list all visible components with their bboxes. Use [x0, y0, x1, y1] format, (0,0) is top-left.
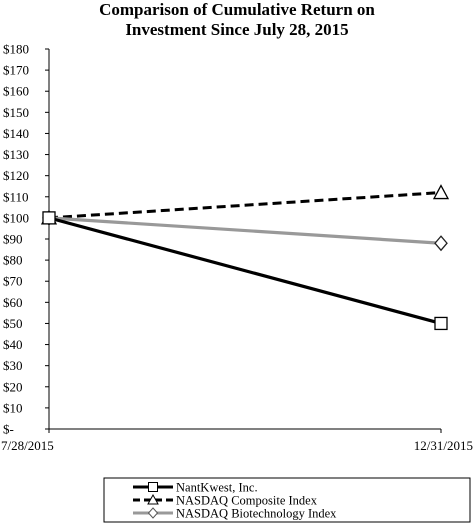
legend-marker: [147, 493, 159, 505]
chart-title-line-1: Comparison of Cumulative Return on: [99, 0, 375, 19]
y-tick-label: $30: [3, 358, 23, 373]
y-axis-ticks: $- $10 $20 $30 $40 $50 $60 $70 $80 $90 $100 $110 $12…: [3, 42, 49, 437]
y-tick-label: $70: [3, 274, 23, 289]
legend-item-nasdaq-biotechnology-index: NASDAQ Biotechnology Index: [133, 507, 337, 521]
y-tick-label: $170: [3, 63, 29, 78]
y-tick-label: $120: [3, 168, 29, 183]
legend-box: [103, 477, 471, 523]
data-point-marker: [42, 211, 56, 225]
y-tick-label: $150: [3, 105, 29, 120]
series-line: [48, 191, 442, 220]
series-nantkwest-inc: [42, 211, 448, 331]
y-tick-label: $160: [3, 84, 29, 99]
y-tick-label: $140: [3, 126, 29, 141]
series-group: [40, 184, 450, 331]
chart-title: Comparison of Cumulative Return on Inves…: [0, 0, 474, 40]
y-tick-label: $110: [3, 189, 29, 204]
series-nasdaq-composite-index: [40, 184, 450, 225]
legend-label: NASDAQ Biotechnology Index: [176, 507, 337, 521]
y-tick-label: $-: [3, 422, 14, 437]
y-tick-label: $60: [3, 295, 23, 310]
legend-item-nantkwest-inc: NantKwest, Inc.: [133, 481, 258, 495]
data-point-marker: [434, 235, 448, 252]
y-tick-label: $180: [3, 42, 29, 57]
legend-label: NASDAQ Composite Index: [176, 494, 318, 508]
legend-marker: [147, 507, 159, 519]
legend-marker: [148, 482, 158, 492]
legend: NantKwest, Inc.NASDAQ Composite IndexNAS…: [103, 477, 471, 523]
y-tick-label: $50: [3, 316, 23, 331]
x-tick-label: 7/28/2015: [1, 438, 54, 453]
y-tick-label: $20: [3, 379, 23, 394]
y-tick-label: $130: [3, 147, 29, 162]
series-line: [48, 216, 442, 245]
series-nasdaq-biotechnology-index: [42, 209, 448, 252]
y-tick-label: $40: [3, 337, 23, 352]
x-tick-label: 12/31/2015: [414, 438, 473, 453]
y-tick-label: $10: [3, 400, 23, 415]
y-tick-label: $90: [3, 232, 23, 247]
y-tick-label: $100: [3, 210, 29, 225]
legend-label: NantKwest, Inc.: [176, 481, 258, 495]
chart-title-line-2: Investment Since July 28, 2015: [125, 20, 349, 39]
x-axis-ticks: 7/28/2015 12/31/2015: [1, 429, 473, 453]
data-point-marker: [434, 316, 448, 331]
series-line: [48, 216, 442, 325]
y-tick-label: $80: [3, 253, 23, 268]
legend-item-nasdaq-composite-index: NASDAQ Composite Index: [133, 494, 318, 508]
data-point-marker: [432, 184, 450, 200]
